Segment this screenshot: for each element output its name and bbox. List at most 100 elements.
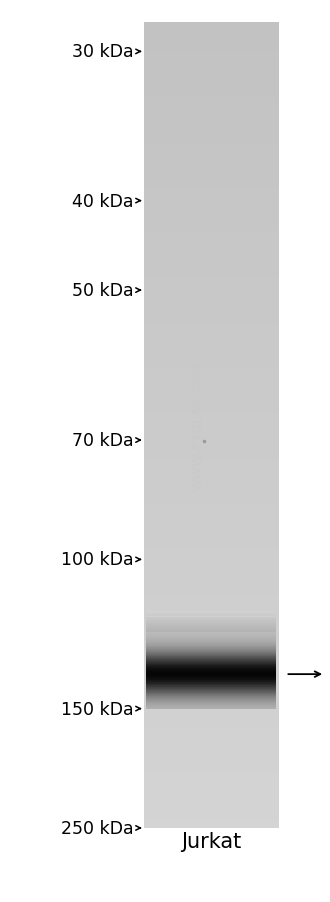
Bar: [144, 23, 279, 25]
Bar: [144, 199, 279, 202]
Bar: [144, 221, 279, 224]
Bar: [144, 168, 279, 170]
Bar: [144, 291, 279, 294]
Bar: [144, 605, 279, 608]
Bar: [144, 533, 279, 536]
Bar: [144, 393, 279, 396]
Bar: [144, 74, 279, 77]
Bar: [144, 224, 279, 226]
Bar: [144, 517, 279, 520]
Bar: [144, 286, 279, 289]
Bar: [144, 176, 279, 179]
Bar: [144, 114, 279, 116]
Bar: [144, 77, 279, 79]
Bar: [144, 522, 279, 525]
Bar: [144, 438, 279, 441]
Bar: [144, 197, 279, 199]
Bar: [144, 675, 279, 677]
Bar: [144, 410, 279, 412]
Bar: [144, 696, 279, 699]
Bar: [144, 170, 279, 173]
Bar: [144, 323, 279, 326]
Bar: [144, 130, 279, 133]
Bar: [144, 457, 279, 460]
Bar: [144, 377, 279, 380]
Bar: [144, 482, 279, 484]
Bar: [144, 302, 279, 305]
Bar: [144, 820, 279, 823]
Bar: [144, 790, 279, 793]
Bar: [144, 646, 279, 649]
Bar: [144, 364, 279, 366]
Bar: [144, 608, 279, 611]
Bar: [144, 651, 279, 654]
Bar: [144, 205, 279, 207]
Bar: [144, 187, 279, 189]
Bar: [144, 683, 279, 686]
Bar: [144, 141, 279, 143]
Bar: [144, 621, 279, 624]
Bar: [144, 455, 279, 457]
Bar: [144, 492, 279, 495]
Bar: [144, 154, 279, 157]
Bar: [144, 294, 279, 297]
Text: 150 kDa: 150 kDa: [61, 700, 134, 718]
Bar: [144, 809, 279, 812]
Bar: [144, 446, 279, 449]
Bar: [144, 119, 279, 122]
Bar: [144, 66, 279, 69]
Bar: [144, 270, 279, 272]
Bar: [144, 152, 279, 154]
Bar: [144, 680, 279, 683]
Bar: [144, 501, 279, 503]
Bar: [144, 297, 279, 299]
Bar: [144, 369, 279, 372]
Bar: [144, 476, 279, 479]
Bar: [144, 509, 279, 511]
Bar: [144, 192, 279, 195]
Bar: [144, 124, 279, 127]
Bar: [144, 189, 279, 192]
Bar: [144, 578, 279, 581]
Bar: [144, 490, 279, 492]
Bar: [144, 627, 279, 630]
Bar: [144, 721, 279, 723]
Bar: [144, 84, 279, 87]
Bar: [144, 433, 279, 436]
Text: 50 kDa: 50 kDa: [72, 281, 134, 299]
Bar: [144, 100, 279, 103]
Bar: [144, 262, 279, 264]
Bar: [144, 761, 279, 764]
Bar: [144, 278, 279, 281]
Bar: [144, 232, 279, 235]
Bar: [144, 817, 279, 820]
Bar: [144, 710, 279, 713]
Bar: [144, 551, 279, 554]
Bar: [144, 347, 279, 350]
Bar: [144, 385, 279, 388]
Bar: [144, 801, 279, 804]
Bar: [144, 548, 279, 551]
Bar: [144, 573, 279, 575]
Bar: [144, 25, 279, 28]
Bar: [144, 737, 279, 740]
Bar: [144, 812, 279, 815]
Bar: [144, 589, 279, 592]
Bar: [144, 350, 279, 353]
Bar: [144, 415, 279, 418]
Bar: [144, 756, 279, 759]
Bar: [144, 638, 279, 640]
Bar: [144, 774, 279, 777]
Bar: [144, 554, 279, 557]
Bar: [144, 520, 279, 522]
Bar: [144, 380, 279, 382]
Bar: [144, 184, 279, 187]
Bar: [144, 613, 279, 616]
Bar: [144, 649, 279, 651]
Bar: [144, 570, 279, 573]
Bar: [144, 251, 279, 253]
Bar: [144, 718, 279, 721]
Bar: [144, 283, 279, 286]
Bar: [144, 528, 279, 530]
Bar: [144, 825, 279, 828]
